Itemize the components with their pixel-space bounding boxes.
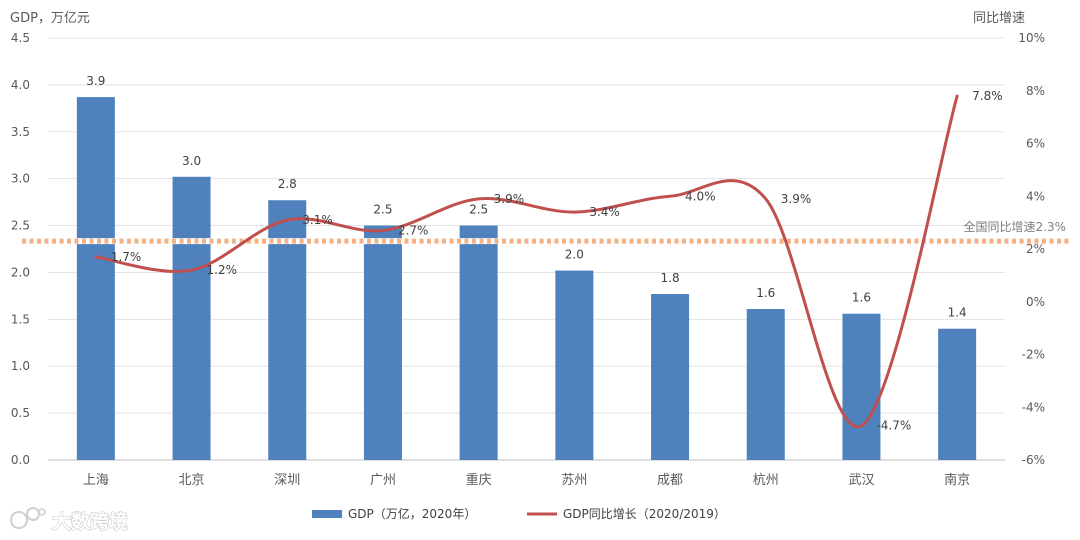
bar-data-labels: 3.9 3.0 2.8 2.5 2.5 2.0 1.8 1.6 1.6 1.4 bbox=[86, 74, 966, 320]
right-tick-label: -4% bbox=[1022, 400, 1045, 414]
right-axis-ticks: -6% -4% -2% 0% 2% 4% 6% 8% 10% bbox=[1018, 31, 1045, 467]
category-labels: 上海 北京 深圳 广州 重庆 苏州 成都 杭州 武汉 南京 bbox=[83, 472, 970, 488]
category-label: 杭州 bbox=[753, 473, 779, 488]
line-data-label: 1.2% bbox=[207, 263, 238, 277]
watermark-logo-icon bbox=[10, 507, 46, 529]
watermark-text: 大数跨境 bbox=[52, 510, 128, 533]
right-tick-label: 6% bbox=[1026, 137, 1045, 151]
bar bbox=[842, 313, 881, 460]
category-label: 武汉 bbox=[848, 473, 874, 488]
line-data-label: 1.7% bbox=[111, 250, 142, 264]
category-label: 南京 bbox=[944, 472, 970, 488]
bar-data-label: 2.5 bbox=[373, 203, 392, 217]
bar-data-label: 1.6 bbox=[852, 291, 871, 305]
left-axis-title: GDP，万亿元 bbox=[10, 11, 90, 26]
bar-data-label: 1.8 bbox=[661, 271, 680, 285]
category-label: 深圳 bbox=[274, 473, 300, 488]
legend-bar-swatch bbox=[312, 510, 342, 518]
reference-line-group: 全国同比增速2.3% bbox=[22, 219, 1072, 245]
category-label: 苏州 bbox=[561, 472, 587, 488]
bar-series bbox=[76, 97, 977, 461]
bar-data-label: 2.8 bbox=[278, 177, 297, 191]
category-label: 广州 bbox=[370, 473, 396, 488]
right-tick-label: -6% bbox=[1022, 453, 1045, 467]
category-label: 重庆 bbox=[466, 472, 492, 488]
left-tick-label: 3.5 bbox=[11, 125, 30, 139]
left-tick-label: 2.0 bbox=[11, 265, 30, 279]
legend: GDP（万亿，2020年） GDP同比增长（2020/2019） bbox=[312, 506, 726, 521]
right-tick-label: -2% bbox=[1022, 348, 1045, 362]
left-tick-label: 1.0 bbox=[11, 359, 30, 373]
line-data-label: 3.9% bbox=[781, 192, 812, 206]
category-label: 北京 bbox=[179, 473, 205, 488]
line-data-label: 3.4% bbox=[589, 205, 620, 219]
line-data-label: -4.7% bbox=[876, 419, 911, 433]
right-tick-label: 10% bbox=[1018, 31, 1045, 45]
bar bbox=[76, 97, 115, 460]
bar bbox=[651, 294, 690, 460]
left-axis-ticks: 0.0 0.5 1.0 1.5 2.0 2.5 3.0 3.5 4.0 4.5 bbox=[11, 31, 30, 467]
bar bbox=[363, 225, 402, 460]
bar bbox=[746, 309, 785, 460]
growth-line bbox=[94, 94, 959, 429]
watermark: 大数跨境 bbox=[10, 507, 129, 534]
legend-line-label: GDP同比增长（2020/2019） bbox=[563, 507, 726, 521]
left-tick-label: 1.5 bbox=[11, 312, 30, 326]
bar-data-label: 2.5 bbox=[469, 203, 488, 217]
left-tick-label: 0.5 bbox=[11, 406, 30, 420]
right-tick-label: 8% bbox=[1026, 84, 1045, 98]
left-tick-label: 2.5 bbox=[11, 219, 30, 233]
line-data-label: 3.9% bbox=[494, 192, 525, 206]
line-data-label: 2.7% bbox=[398, 224, 429, 238]
right-tick-label: 0% bbox=[1026, 295, 1045, 309]
reference-line-label: 全国同比增速2.3% bbox=[964, 219, 1067, 234]
legend-bar-label: GDP（万亿，2020年） bbox=[348, 506, 476, 521]
bar-data-label: 1.4 bbox=[948, 306, 967, 320]
line-data-label: 3.1% bbox=[302, 213, 333, 227]
bar bbox=[459, 225, 498, 460]
line-data-label: 7.8% bbox=[972, 89, 1003, 103]
bar-data-label: 1.6 bbox=[756, 286, 775, 300]
left-tick-label: 4.0 bbox=[11, 78, 30, 92]
bar-data-label: 3.0 bbox=[182, 154, 201, 168]
left-tick-label: 3.0 bbox=[11, 172, 30, 186]
right-tick-label: 2% bbox=[1026, 242, 1045, 256]
bar bbox=[938, 328, 977, 460]
category-label: 成都 bbox=[657, 473, 683, 488]
left-tick-label: 0.0 bbox=[11, 453, 30, 467]
category-label: 上海 bbox=[83, 473, 109, 488]
line-data-labels: 1.7% 1.2% 3.1% 2.7% 3.9% 3.4% 4.0% 3.9% -4.7% 7.8… bbox=[111, 89, 1003, 433]
bar bbox=[555, 270, 594, 460]
left-tick-label: 4.5 bbox=[11, 31, 30, 45]
line-data-label: 4.0% bbox=[685, 189, 716, 203]
bar-data-label: 3.9 bbox=[86, 74, 105, 88]
bar bbox=[172, 176, 211, 460]
right-tick-label: 4% bbox=[1026, 189, 1045, 203]
bar-data-label: 2.0 bbox=[565, 248, 584, 262]
right-axis-title: 同比增速 bbox=[973, 11, 1025, 26]
